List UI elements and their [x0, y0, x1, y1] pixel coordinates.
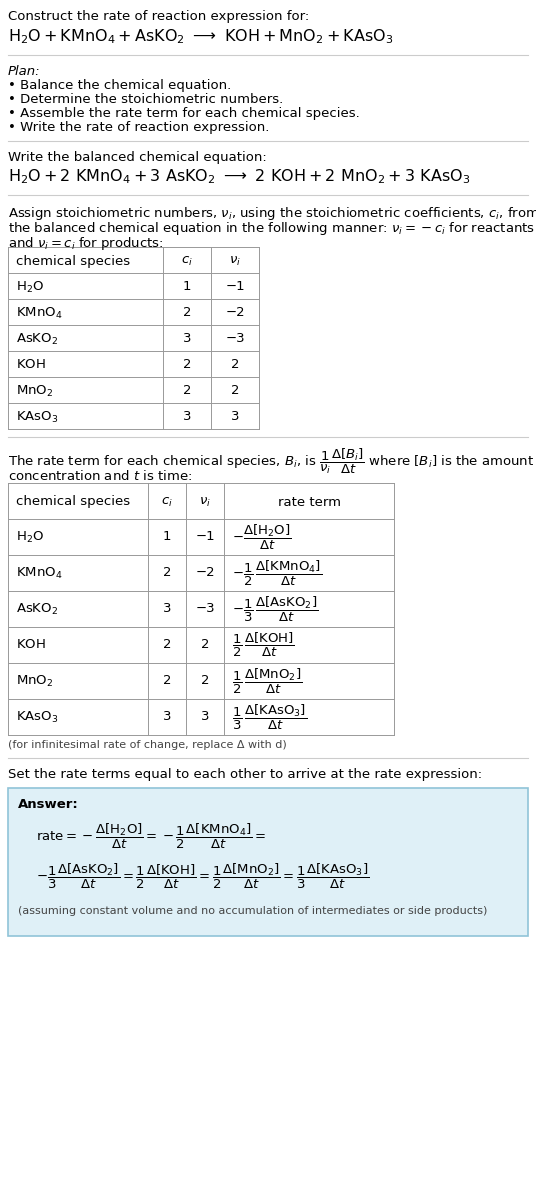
Text: 3: 3 — [163, 603, 171, 616]
Text: $\mathregular{H_2O}$: $\mathregular{H_2O}$ — [16, 530, 44, 544]
Text: $-\dfrac{1}{3}\,\dfrac{\Delta[\mathregular{AsKO_2}]}{\Delta t}$: $-\dfrac{1}{3}\,\dfrac{\Delta[\mathregul… — [232, 594, 318, 623]
Text: $\mathregular{AsKO_2}$: $\mathregular{AsKO_2}$ — [16, 331, 58, 347]
Text: $\dfrac{1}{3}\,\dfrac{\Delta[\mathregular{KAsO_3}]}{\Delta t}$: $\dfrac{1}{3}\,\dfrac{\Delta[\mathregula… — [232, 702, 307, 732]
Text: $\mathregular{KOH}$: $\mathregular{KOH}$ — [16, 639, 46, 652]
Text: Construct the rate of reaction expression for:: Construct the rate of reaction expressio… — [8, 10, 309, 23]
Text: 2: 2 — [201, 675, 209, 688]
Text: 2: 2 — [183, 384, 191, 397]
Text: Answer:: Answer: — [18, 798, 79, 811]
Text: • Balance the chemical equation.: • Balance the chemical equation. — [8, 79, 231, 92]
Text: chemical species: chemical species — [16, 495, 130, 508]
Text: 1: 1 — [183, 281, 191, 293]
Text: $c_i$: $c_i$ — [161, 495, 173, 508]
Text: • Write the rate of reaction expression.: • Write the rate of reaction expression. — [8, 121, 270, 134]
Text: • Determine the stoichiometric numbers.: • Determine the stoichiometric numbers. — [8, 93, 283, 106]
Text: −1: −1 — [225, 281, 245, 293]
Text: $\mathregular{KAsO_3}$: $\mathregular{KAsO_3}$ — [16, 409, 58, 425]
Text: $\mathrm{rate} = -\dfrac{\Delta[\mathregular{H_2O}]}{\Delta t} = -\dfrac{1}{2}\d: $\mathrm{rate} = -\dfrac{\Delta[\mathreg… — [36, 822, 266, 852]
Text: 1: 1 — [163, 531, 171, 543]
FancyBboxPatch shape — [8, 788, 528, 936]
Text: Plan:: Plan: — [8, 65, 41, 78]
Text: $\mathregular{H_2O + KMnO_4 + AsKO_2}$$\mathregular{\ \longrightarrow\ KOH + MnO: $\mathregular{H_2O + KMnO_4 + AsKO_2}$$\… — [8, 28, 393, 45]
Text: −3: −3 — [195, 603, 215, 616]
Text: $\mathregular{KMnO_4}$: $\mathregular{KMnO_4}$ — [16, 305, 62, 321]
Text: $\nu_i$: $\nu_i$ — [199, 495, 211, 508]
Text: $\nu_i$: $\nu_i$ — [229, 255, 241, 268]
Text: −2: −2 — [195, 567, 215, 580]
Text: $\mathregular{KAsO_3}$: $\mathregular{KAsO_3}$ — [16, 709, 58, 725]
Text: The rate term for each chemical species, $B_i$, is $\dfrac{1}{\nu_i}\dfrac{\Delt: The rate term for each chemical species,… — [8, 447, 534, 476]
Text: (for infinitesimal rate of change, replace Δ with d): (for infinitesimal rate of change, repla… — [8, 740, 287, 750]
Text: $\mathregular{H_2O}$: $\mathregular{H_2O}$ — [16, 280, 44, 294]
Text: $\dfrac{1}{2}\,\dfrac{\Delta[\mathregular{MnO_2}]}{\Delta t}$: $\dfrac{1}{2}\,\dfrac{\Delta[\mathregula… — [232, 666, 302, 696]
Text: 3: 3 — [163, 710, 171, 724]
Text: 2: 2 — [163, 567, 171, 580]
Text: $-\dfrac{1}{2}\,\dfrac{\Delta[\mathregular{KMnO_4}]}{\Delta t}$: $-\dfrac{1}{2}\,\dfrac{\Delta[\mathregul… — [232, 559, 322, 587]
Text: 3: 3 — [231, 410, 239, 423]
Text: concentration and $t$ is time:: concentration and $t$ is time: — [8, 469, 192, 483]
Text: $\mathregular{AsKO_2}$: $\mathregular{AsKO_2}$ — [16, 602, 58, 617]
Text: 2: 2 — [183, 306, 191, 319]
Text: $-\dfrac{1}{3}\dfrac{\Delta[\mathregular{AsKO_2}]}{\Delta t} = \dfrac{1}{2}\dfra: $-\dfrac{1}{3}\dfrac{\Delta[\mathregular… — [36, 862, 369, 891]
Text: 3: 3 — [201, 710, 209, 724]
Text: Set the rate terms equal to each other to arrive at the rate expression:: Set the rate terms equal to each other t… — [8, 768, 482, 781]
Text: 3: 3 — [183, 410, 191, 423]
Text: 2: 2 — [163, 639, 171, 652]
Text: −2: −2 — [225, 306, 245, 319]
Text: Assign stoichiometric numbers, $\nu_i$, using the stoichiometric coefficients, $: Assign stoichiometric numbers, $\nu_i$, … — [8, 205, 536, 222]
Text: and $\nu_i = c_i$ for products:: and $\nu_i = c_i$ for products: — [8, 234, 163, 252]
Text: $\mathregular{MnO_2}$: $\mathregular{MnO_2}$ — [16, 673, 53, 689]
Text: $\mathregular{H_2O + 2\ KMnO_4 + 3\ AsKO_2}$$\mathregular{\ \longrightarrow\ 2\ : $\mathregular{H_2O + 2\ KMnO_4 + 3\ AsKO… — [8, 167, 470, 185]
Text: −1: −1 — [195, 531, 215, 543]
Text: $-\dfrac{\Delta[\mathregular{H_2O}]}{\Delta t}$: $-\dfrac{\Delta[\mathregular{H_2O}]}{\De… — [232, 523, 291, 551]
Text: • Assemble the rate term for each chemical species.: • Assemble the rate term for each chemic… — [8, 106, 360, 120]
Text: 3: 3 — [183, 332, 191, 346]
Text: chemical species: chemical species — [16, 255, 130, 268]
Text: 2: 2 — [231, 384, 239, 397]
Text: the balanced chemical equation in the following manner: $\nu_i = -c_i$ for react: the balanced chemical equation in the fo… — [8, 220, 535, 237]
Text: rate term: rate term — [278, 495, 340, 508]
Text: $c_i$: $c_i$ — [181, 255, 193, 268]
Text: Write the balanced chemical equation:: Write the balanced chemical equation: — [8, 151, 267, 164]
Text: 2: 2 — [231, 359, 239, 372]
Text: $\mathregular{MnO_2}$: $\mathregular{MnO_2}$ — [16, 384, 53, 398]
Text: −3: −3 — [225, 332, 245, 346]
Text: $\mathregular{KOH}$: $\mathregular{KOH}$ — [16, 359, 46, 372]
Text: 2: 2 — [201, 639, 209, 652]
Text: (assuming constant volume and no accumulation of intermediates or side products): (assuming constant volume and no accumul… — [18, 907, 487, 916]
Text: $\dfrac{1}{2}\,\dfrac{\Delta[\mathregular{KOH}]}{\Delta t}$: $\dfrac{1}{2}\,\dfrac{\Delta[\mathregula… — [232, 631, 295, 659]
Text: 2: 2 — [183, 359, 191, 372]
Text: 2: 2 — [163, 675, 171, 688]
Text: $\mathregular{KMnO_4}$: $\mathregular{KMnO_4}$ — [16, 566, 62, 580]
